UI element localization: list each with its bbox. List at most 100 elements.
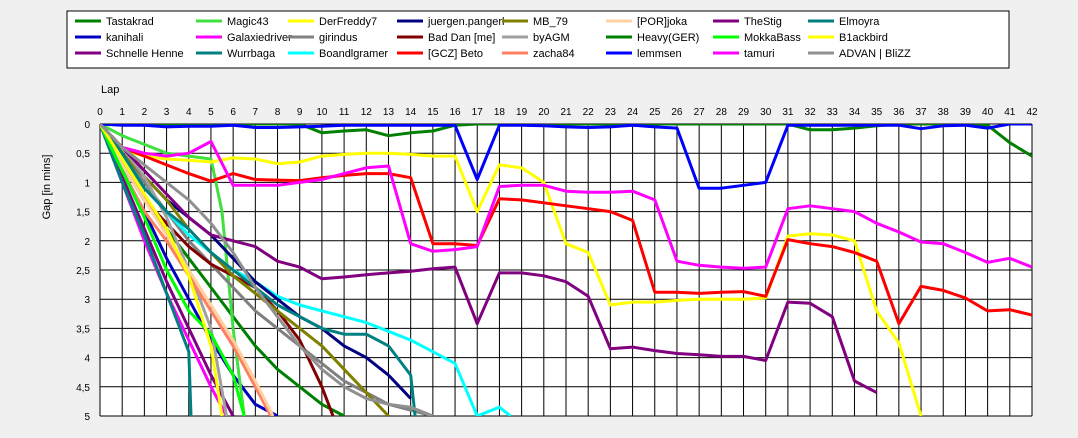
x-tick-label: 19	[516, 107, 528, 118]
legend: Tastakrad kanihali Schnelle Henne Magic43 Ga…	[75, 16, 911, 60]
x-tick-label: 8	[275, 107, 281, 118]
legend-entry: Schnelle Henne	[106, 48, 184, 60]
series-line	[100, 124, 246, 416]
x-tick-label: 13	[383, 107, 395, 118]
legend-entry: tamuri	[744, 48, 775, 60]
x-tick-label: 23	[605, 107, 617, 118]
x-tick-label: 35	[871, 107, 883, 118]
x-tick-label: 36	[893, 107, 905, 118]
legend-entry: ADVAN | BliZZ	[839, 48, 911, 60]
x-tick-label: 2	[142, 107, 148, 118]
x-tick-label: 31	[782, 107, 794, 118]
x-tick-label: 3	[164, 107, 170, 118]
series-line	[100, 124, 417, 416]
legend-entry: Bad Dan [me]	[428, 32, 495, 44]
x-tick-label: 25	[649, 107, 661, 118]
x-tick-label: 17	[472, 107, 484, 118]
legend-entry: Magic43	[227, 16, 269, 28]
legend-box	[66, 10, 1010, 69]
x-tick-label: 1	[119, 107, 125, 118]
x-tick-label: 24	[627, 107, 639, 118]
legend-entry: zacha84	[533, 48, 575, 60]
x-tick-label: 9	[297, 107, 303, 118]
series-line	[100, 124, 193, 416]
series-line	[100, 124, 1032, 190]
x-tick-label: 33	[827, 107, 839, 118]
series-line	[100, 124, 275, 416]
x-tick-label: 34	[849, 107, 861, 118]
y-axis-ticks: 0 0,5 1 1,5 2 2,5 3 3,5 4 4,5 5	[76, 120, 90, 423]
x-tick-label: 7	[253, 107, 259, 118]
legend-entry: Heavy(GER)	[637, 32, 699, 44]
x-tick-label: 10	[316, 107, 328, 118]
x-tick-label: 39	[960, 107, 972, 118]
x-tick-label: 26	[671, 107, 683, 118]
y-tick-label: 3,5	[76, 324, 90, 335]
x-tick-label: 27	[694, 107, 706, 118]
legend-entry: kanihali	[106, 32, 143, 44]
series-line	[100, 124, 246, 416]
x-tick-label: 40	[982, 107, 994, 118]
x-tick-label: 30	[760, 107, 772, 118]
legend-entry: DerFreddy7	[319, 16, 377, 28]
x-tick-label: 6	[230, 107, 236, 118]
legend-entry: MokkaBass	[744, 32, 801, 44]
x-tick-label: 12	[361, 107, 373, 118]
series-lines	[100, 124, 1032, 416]
legend-entry: [POR]joka	[637, 16, 688, 28]
y-tick-label: 2,5	[76, 266, 90, 277]
x-axis-ticks: 0 1 2 3 4 5 6 7 8 9 10 11 12 13 14 15 16 17 18 19 20 21 22 23 24…	[97, 107, 1038, 118]
legend-entry: lemmsen	[637, 48, 682, 60]
y-tick-label: 4	[84, 354, 90, 365]
x-tick-label: 28	[716, 107, 728, 118]
legend-entry: MB_79	[533, 16, 568, 28]
legend-entry: Wurrbaga	[227, 48, 276, 60]
x-tick-label: 29	[738, 107, 750, 118]
legend-entry: Elmoyra	[839, 16, 880, 28]
x-tick-label: 14	[405, 107, 417, 118]
x-tick-label: 37	[915, 107, 927, 118]
legend-entry: Galaxiedriver	[227, 32, 292, 44]
series-line	[100, 124, 878, 394]
series-line	[100, 124, 1032, 270]
series-line	[100, 124, 1032, 326]
x-tick-label: 4	[186, 107, 192, 118]
x-tick-label: 42	[1026, 107, 1038, 118]
series-line	[100, 124, 235, 416]
x-tick-label: 22	[583, 107, 595, 118]
x-tick-label: 21	[560, 107, 572, 118]
x-tick-label: 16	[449, 107, 461, 118]
legend-entry: B1ackbird	[839, 32, 888, 44]
x-tick-label: 0	[97, 107, 103, 118]
series-line	[100, 124, 434, 416]
x-tick-label: 5	[208, 107, 214, 118]
y-tick-label: 5	[84, 412, 90, 423]
y-tick-label: 3	[84, 295, 90, 306]
x-tick-label: 41	[1004, 107, 1016, 118]
x-tick-label: 32	[805, 107, 817, 118]
x-tick-label: 20	[538, 107, 550, 118]
legend-entry: Tastakrad	[106, 16, 154, 28]
legend-entry: juergen.pangerl	[427, 16, 504, 28]
x-tick-label: 38	[938, 107, 950, 118]
x-tick-label: 18	[494, 107, 506, 118]
y-tick-label: 4,5	[76, 383, 90, 394]
legend-entry: byAGM	[533, 32, 570, 44]
x-tick-label: 15	[427, 107, 439, 118]
x-tick-label: 11	[339, 107, 350, 118]
y-tick-label: 0,5	[76, 149, 90, 160]
y-tick-label: 1,5	[76, 208, 90, 219]
legend-entry: [GCZ] Beto	[428, 48, 483, 60]
y-tick-label: 2	[84, 237, 90, 248]
series-line	[100, 124, 224, 416]
legend-entry: Boandlgramer	[319, 48, 388, 60]
x-axis-label: Lap	[101, 84, 119, 96]
y-tick-label: 0	[84, 120, 90, 131]
legend-entry: girindus	[319, 32, 358, 44]
legend-entry: TheStig	[744, 16, 782, 28]
y-axis-label: Gap [in mins]	[41, 155, 53, 220]
grid	[99, 123, 1033, 417]
y-tick-label: 1	[84, 178, 90, 189]
